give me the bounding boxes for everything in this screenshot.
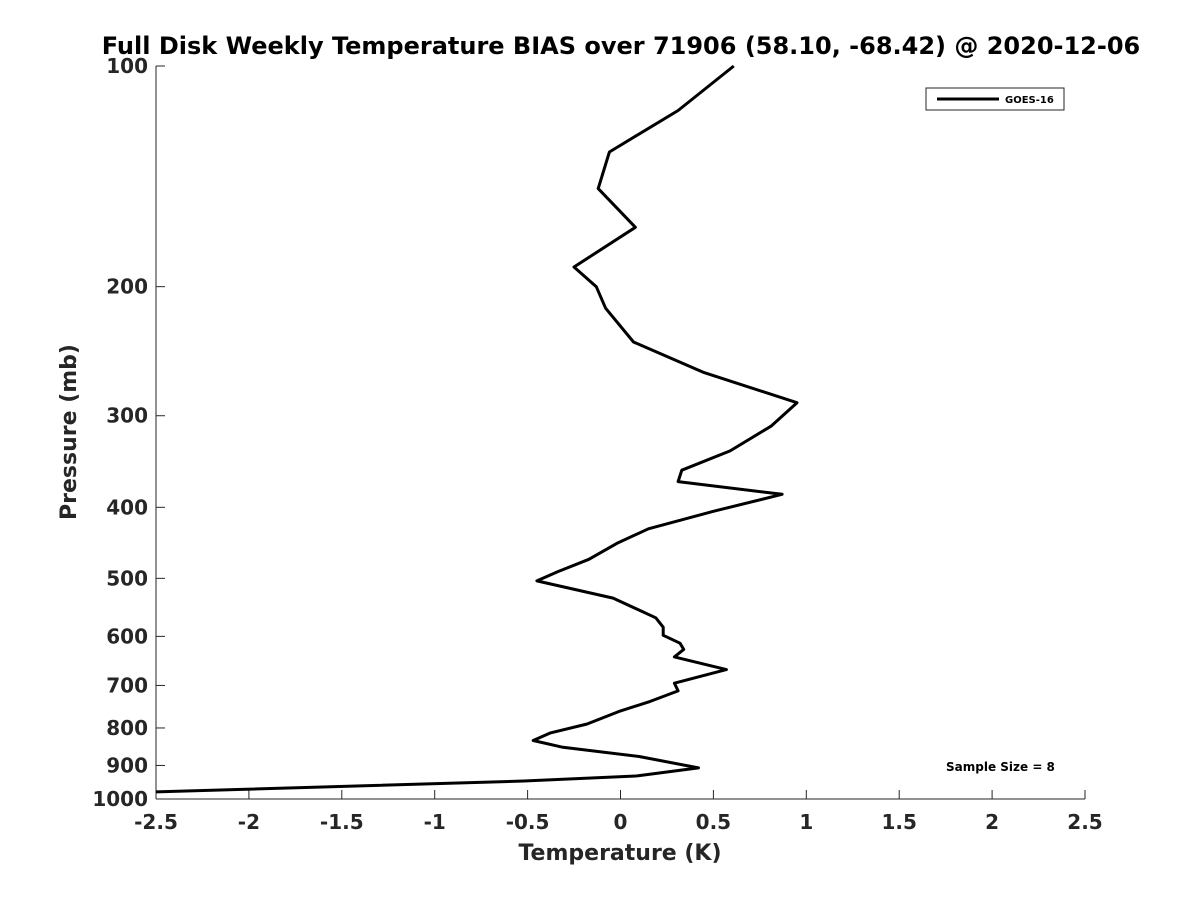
x-tick-label: -0.5	[506, 810, 550, 834]
y-tick-label: 200	[106, 275, 148, 299]
y-axis-ticks: 100 200 300 400 500 600 700 800 900 1000	[92, 54, 165, 811]
y-tick-label: 1000	[92, 787, 148, 811]
x-tick-label: -1	[424, 810, 446, 834]
series-line-goes-16	[155, 64, 799, 794]
chart-title: Full Disk Weekly Temperature BIAS over 7…	[102, 32, 1141, 60]
series-layer	[155, 64, 799, 794]
x-axis-label: Temperature (K)	[518, 841, 721, 866]
y-tick-label: 400	[106, 495, 148, 519]
sample-size-annotation: Sample Size = 8	[946, 760, 1055, 774]
legend-label: GOES-16	[1005, 95, 1054, 106]
y-tick-label: 300	[106, 404, 148, 428]
x-tick-label: 0.5	[696, 810, 731, 834]
x-tick-label: 1.5	[881, 810, 916, 834]
x-axis-ticks: -2.5 -2 -1.5 -1 -0.5 0 0.5 1 1.5 2 2.5	[134, 790, 1103, 834]
x-tick-label: -2	[238, 810, 260, 834]
x-tick-label: -2.5	[134, 810, 178, 834]
x-tick-label: -1.5	[320, 810, 364, 834]
x-tick-label: 2	[985, 810, 999, 834]
y-tick-label: 100	[106, 54, 148, 78]
x-tick-label: 2.5	[1067, 810, 1102, 834]
y-tick-label: 900	[106, 753, 148, 777]
y-tick-label: 800	[106, 716, 148, 740]
y-tick-label: 700	[106, 673, 148, 697]
x-tick-label: 0	[614, 810, 628, 834]
y-tick-label: 500	[106, 566, 148, 590]
x-tick-label: 1	[799, 810, 813, 834]
legend: GOES-16	[925, 87, 1065, 111]
y-axis-label: Pressure (mb)	[57, 344, 82, 520]
y-tick-label: 600	[106, 624, 148, 648]
